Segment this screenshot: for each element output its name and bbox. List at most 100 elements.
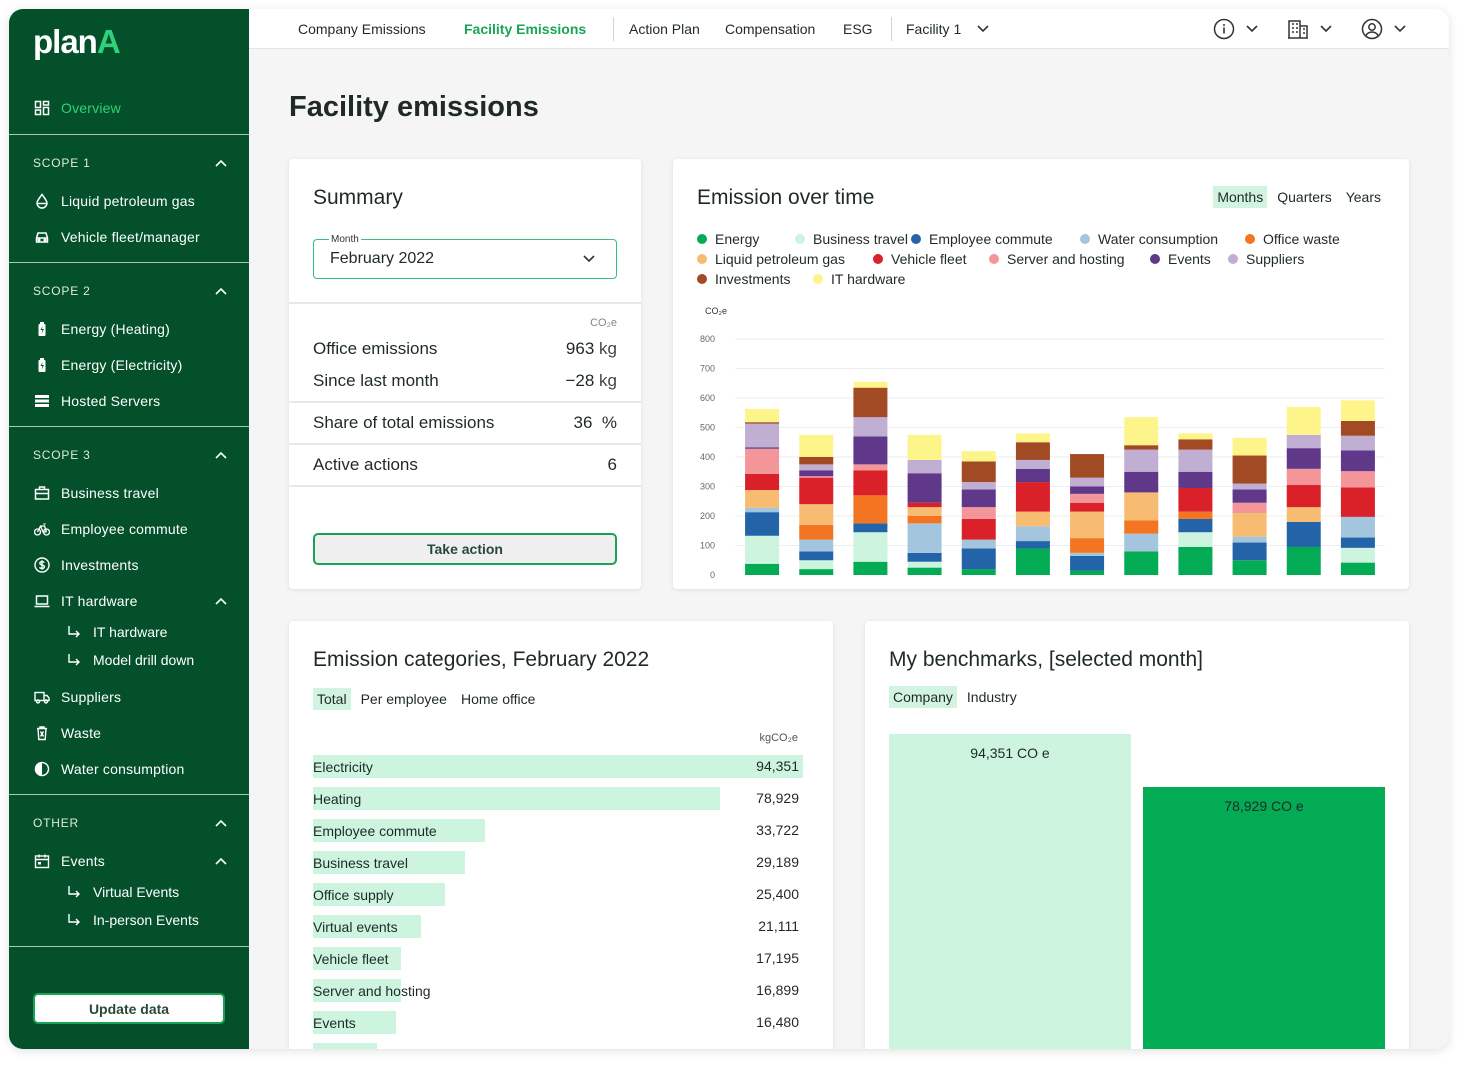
- bar-segment[interactable]: [1286, 507, 1321, 522]
- bar-segment[interactable]: [961, 539, 996, 549]
- bar-segment[interactable]: [1178, 487, 1213, 512]
- bar-segment[interactable]: [745, 535, 780, 564]
- bar-segment[interactable]: [1286, 434, 1321, 449]
- bar-segment[interactable]: [1070, 538, 1105, 553]
- bar-segment[interactable]: [1340, 537, 1375, 548]
- bar-segment[interactable]: [1070, 486, 1105, 494]
- info-menu[interactable]: [1213, 18, 1259, 40]
- category-row[interactable]: Vehicle fleet 17,195: [313, 947, 803, 970]
- bar-segment[interactable]: [745, 448, 780, 474]
- bar-segment[interactable]: [853, 495, 888, 524]
- bar-segment[interactable]: [853, 561, 888, 575]
- tab-industry[interactable]: Industry: [966, 689, 1017, 705]
- sidebar-item-hosted-servers[interactable]: Hosted Servers: [33, 390, 160, 412]
- bar-segment[interactable]: [853, 464, 888, 471]
- bar-segment[interactable]: [1340, 471, 1375, 488]
- bar-segment[interactable]: [1015, 468, 1050, 483]
- sidebar-item-liquid-petroleum-gas[interactable]: Liquid petroleum gas: [33, 190, 195, 212]
- bar-segment[interactable]: [1232, 560, 1267, 575]
- bar-segment[interactable]: [1070, 552, 1105, 556]
- bar-segment[interactable]: [1178, 518, 1213, 533]
- legend-item[interactable]: Vehicle fleet: [873, 251, 967, 267]
- bar-segment[interactable]: [799, 464, 834, 471]
- sidebar-item-energy-heating[interactable]: Energy (Heating): [33, 318, 170, 340]
- bar-segment[interactable]: [1232, 455, 1267, 484]
- bar-segment[interactable]: [1232, 489, 1267, 503]
- bar-segment[interactable]: [1124, 520, 1159, 534]
- bar-segment[interactable]: [1286, 546, 1321, 575]
- bar-segment[interactable]: [1178, 532, 1213, 547]
- bar-segment[interactable]: [1340, 547, 1375, 563]
- legend-item[interactable]: Water consumption: [1080, 231, 1218, 247]
- bar-segment[interactable]: [1015, 511, 1050, 527]
- take-action-button[interactable]: Take action: [313, 533, 617, 565]
- bar-segment[interactable]: [745, 423, 780, 448]
- bar-segment[interactable]: [1232, 437, 1267, 456]
- bar-segment[interactable]: [1015, 459, 1050, 469]
- bar-segment[interactable]: [1178, 511, 1213, 519]
- bar-segment[interactable]: [1124, 471, 1159, 493]
- bar-segment[interactable]: [907, 507, 942, 516]
- legend-item[interactable]: Suppliers: [1228, 251, 1304, 267]
- bar-segment[interactable]: [853, 436, 888, 465]
- nav-action-plan[interactable]: Action Plan: [629, 21, 700, 37]
- chevron-up-icon[interactable]: [214, 285, 228, 299]
- sidebar-item-overview[interactable]: Overview: [33, 97, 121, 119]
- facility-select[interactable]: Facility 1: [906, 21, 962, 37]
- bar-segment[interactable]: [853, 417, 888, 437]
- sidebar-item-investments[interactable]: Investments: [33, 554, 139, 576]
- legend-item[interactable]: Energy: [697, 231, 759, 247]
- building-menu[interactable]: [1287, 18, 1333, 40]
- bar-segment[interactable]: [907, 434, 942, 460]
- bar-segment[interactable]: [1178, 546, 1213, 575]
- plana-logo[interactable]: planA: [33, 23, 121, 61]
- sidebar-item-energy-electricity[interactable]: Energy (Electricity): [33, 354, 182, 376]
- tab-per-employee[interactable]: Per employee: [360, 691, 447, 707]
- bar-segment[interactable]: [799, 551, 834, 561]
- bar-segment[interactable]: [1286, 406, 1321, 435]
- bar-segment[interactable]: [853, 470, 888, 496]
- sidebar-item-suppliers[interactable]: Suppliers: [33, 686, 121, 708]
- category-row[interactable]: Office supply 25,400: [313, 883, 803, 906]
- legend-item[interactable]: Business travel: [795, 231, 908, 247]
- bar-segment[interactable]: [1232, 542, 1267, 561]
- bar-segment[interactable]: [853, 381, 888, 388]
- tab-home-office[interactable]: Home office: [460, 691, 536, 707]
- bar-segment[interactable]: [1232, 536, 1267, 543]
- nav-compensation[interactable]: Compensation: [725, 21, 816, 37]
- bar-segment[interactable]: [799, 476, 834, 478]
- chevron-down-icon[interactable]: [976, 23, 990, 35]
- bar-segment[interactable]: [961, 569, 996, 575]
- bar-segment[interactable]: [799, 470, 834, 477]
- bar-segment[interactable]: [1070, 493, 1105, 503]
- bar-segment[interactable]: [1232, 502, 1267, 514]
- sidebar-item-waste[interactable]: Waste: [33, 722, 101, 744]
- sidebar-subitem-virtual-events[interactable]: Virtual Events: [67, 882, 179, 902]
- bar-segment[interactable]: [745, 507, 780, 513]
- bar-segment[interactable]: [1286, 468, 1321, 486]
- bar-segment[interactable]: [745, 422, 780, 424]
- bar-segment[interactable]: [961, 482, 996, 490]
- bar-segment[interactable]: [907, 567, 942, 575]
- bar-segment[interactable]: [745, 490, 780, 508]
- chevron-up-icon[interactable]: [214, 157, 228, 171]
- legend-item[interactable]: Employee commute: [911, 231, 1053, 247]
- legend-item[interactable]: Investments: [697, 271, 790, 287]
- tab-months[interactable]: Months: [1213, 186, 1268, 208]
- bar-segment[interactable]: [745, 408, 780, 423]
- bar-segment[interactable]: [1015, 442, 1050, 460]
- sidebar-subitem-model-drill-down[interactable]: Model drill down: [67, 650, 194, 670]
- chevron-up-icon[interactable]: [214, 855, 228, 869]
- bar-segment[interactable]: [961, 507, 996, 519]
- sidebar-item-vehicle-fleet[interactable]: Vehicle fleet/manager: [33, 226, 200, 248]
- bar-segment[interactable]: [1340, 487, 1375, 517]
- bar-segment[interactable]: [1015, 526, 1050, 542]
- category-row[interactable]: [313, 1043, 803, 1049]
- bar-segment[interactable]: [1070, 570, 1105, 575]
- bar-segment[interactable]: [961, 451, 996, 462]
- sidebar-item-it-hardware[interactable]: IT hardware: [33, 590, 138, 612]
- bar-segment[interactable]: [799, 457, 834, 465]
- bar-segment[interactable]: [961, 548, 996, 570]
- bar-segment[interactable]: [907, 473, 942, 503]
- bar-segment[interactable]: [961, 489, 996, 508]
